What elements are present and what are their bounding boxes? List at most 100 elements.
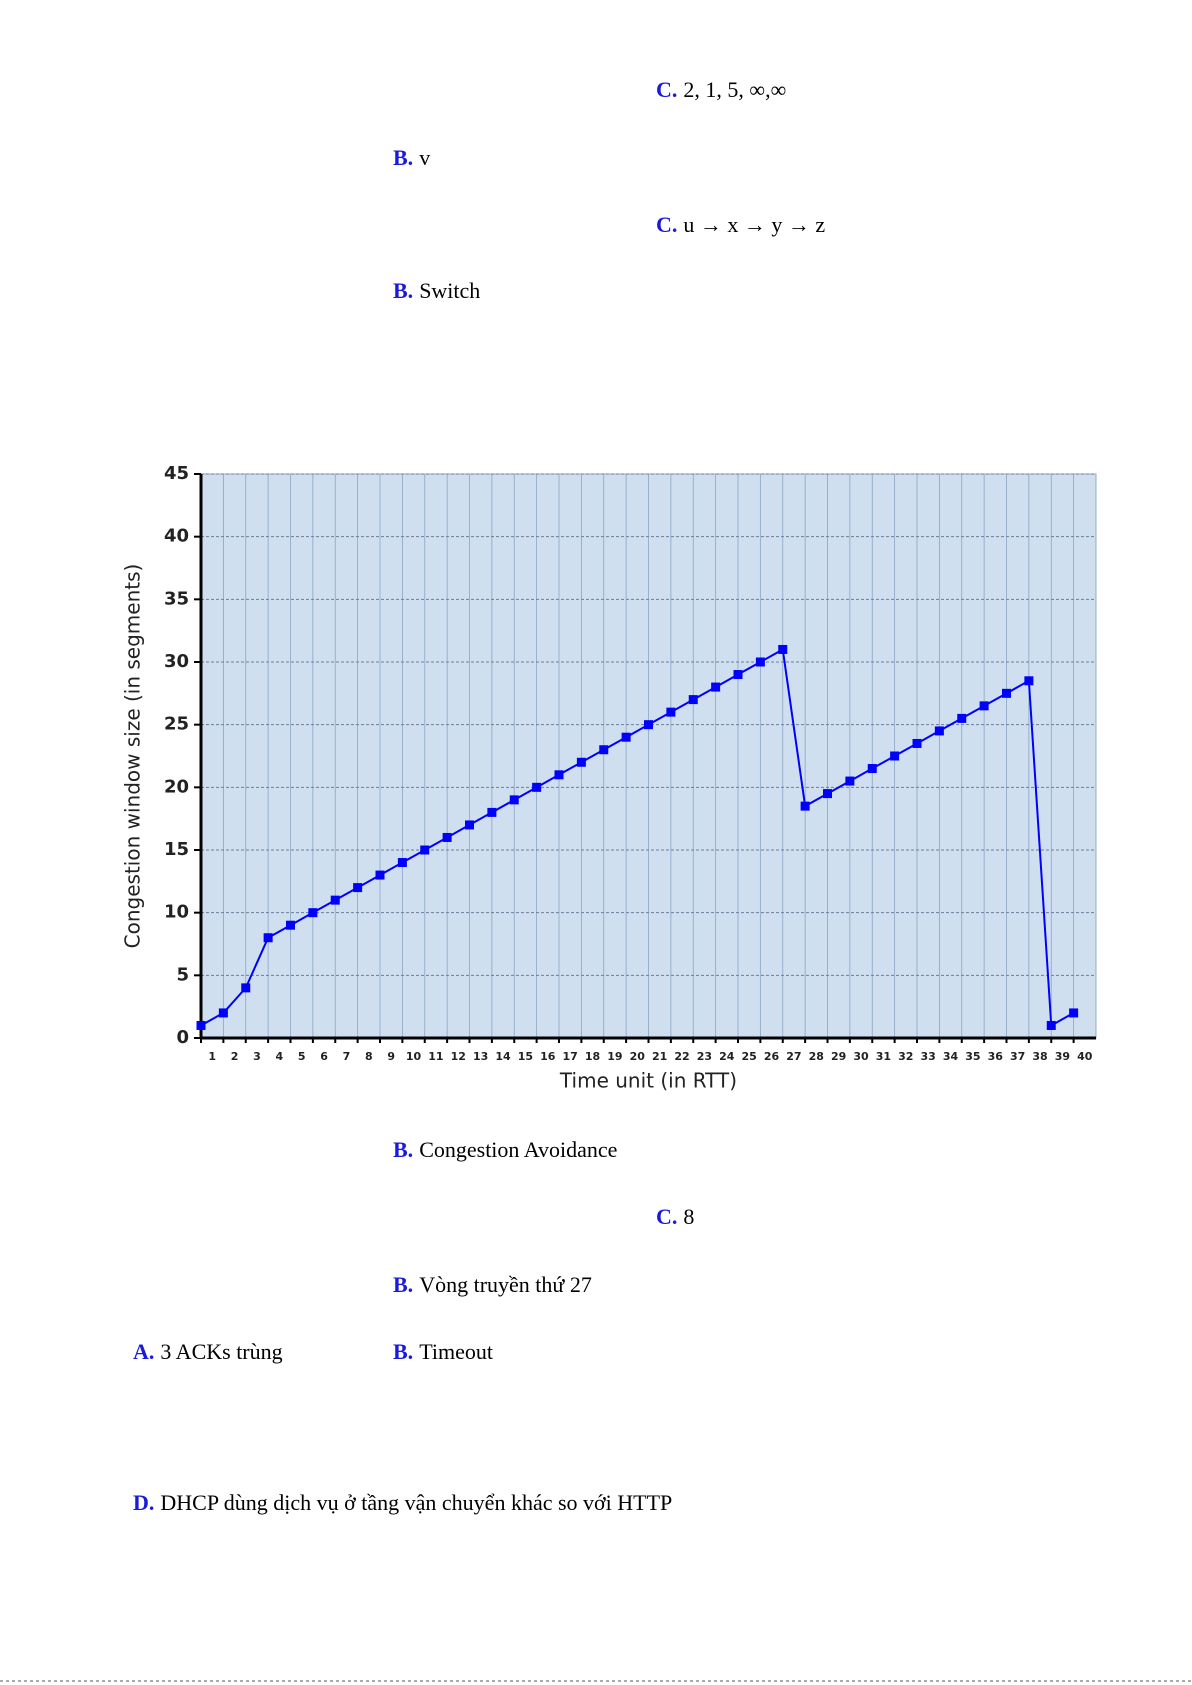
answer-option: D. DHCP dùng dịch vụ ở tầng vận chuyển kh… bbox=[133, 1490, 672, 1515]
data-point bbox=[263, 933, 273, 943]
x-tick-label: 32 bbox=[898, 1050, 913, 1063]
data-point bbox=[218, 1008, 228, 1018]
y-tick-label: 30 bbox=[164, 651, 189, 672]
y-tick-label: 40 bbox=[164, 526, 189, 547]
answer-option: B. Switch bbox=[393, 278, 480, 303]
x-tick-label: 26 bbox=[764, 1050, 780, 1063]
x-tick-label: 25 bbox=[742, 1050, 757, 1063]
data-point bbox=[532, 782, 542, 792]
x-tick-label: 24 bbox=[719, 1050, 735, 1063]
option-letter: B. bbox=[393, 1339, 413, 1364]
x-tick-label: 30 bbox=[853, 1050, 869, 1063]
x-tick-label: 13 bbox=[473, 1050, 488, 1063]
data-point bbox=[442, 832, 452, 842]
x-tick-label: 29 bbox=[831, 1050, 846, 1063]
x-tick-label: 15 bbox=[518, 1050, 533, 1063]
x-tick-label: 31 bbox=[876, 1050, 891, 1063]
option-letter: B. bbox=[393, 278, 413, 303]
x-tick-label: 16 bbox=[540, 1050, 556, 1063]
data-point bbox=[487, 807, 497, 817]
x-tick-label: 20 bbox=[630, 1050, 646, 1063]
option-letter: C. bbox=[656, 212, 677, 237]
option-letter: B. bbox=[393, 1137, 413, 1162]
option-text: Vòng truyền thứ 27 bbox=[419, 1272, 592, 1297]
data-point bbox=[912, 738, 922, 748]
x-tick-label: 17 bbox=[563, 1050, 578, 1063]
data-point bbox=[554, 770, 564, 780]
option-letter: A. bbox=[133, 1339, 154, 1364]
data-point bbox=[688, 695, 698, 705]
answer-option: C. u → x → y → z bbox=[656, 212, 825, 237]
data-point bbox=[375, 870, 385, 880]
option-letter: C. bbox=[656, 77, 677, 102]
x-tick-label: 33 bbox=[921, 1050, 936, 1063]
data-point bbox=[934, 726, 944, 736]
answer-option: B. Vòng truyền thứ 27 bbox=[393, 1272, 592, 1297]
data-point bbox=[666, 707, 676, 717]
data-point bbox=[755, 657, 765, 667]
x-tick-label: 4 bbox=[275, 1050, 283, 1063]
data-point bbox=[599, 745, 609, 755]
answer-option: C. 8 bbox=[656, 1204, 694, 1229]
option-letter: B. bbox=[393, 145, 413, 170]
x-tick-label: 12 bbox=[451, 1050, 466, 1063]
x-tick-label: 18 bbox=[585, 1050, 600, 1063]
data-point bbox=[890, 751, 900, 761]
data-point bbox=[867, 764, 877, 774]
option-letter: D. bbox=[133, 1490, 154, 1515]
data-point bbox=[576, 757, 586, 767]
x-tick-label: 10 bbox=[406, 1050, 422, 1063]
y-tick-label: 0 bbox=[176, 1027, 189, 1048]
answer-option: B. v bbox=[393, 145, 430, 170]
data-point bbox=[397, 858, 407, 868]
option-text: 3 ACKs trùng bbox=[160, 1339, 282, 1364]
option-text: 8 bbox=[683, 1204, 694, 1229]
data-point bbox=[465, 820, 474, 830]
x-tick-label: 5 bbox=[298, 1050, 306, 1063]
x-tick-label: 22 bbox=[674, 1050, 689, 1063]
x-tick-label: 19 bbox=[607, 1050, 622, 1063]
y-tick-label: 35 bbox=[164, 588, 189, 609]
x-tick-label: 39 bbox=[1055, 1050, 1070, 1063]
data-point bbox=[241, 983, 251, 993]
x-tick-label: 35 bbox=[965, 1050, 980, 1063]
x-tick-label: 9 bbox=[387, 1050, 395, 1063]
y-tick-label: 5 bbox=[176, 964, 189, 985]
x-tick-label: 11 bbox=[428, 1050, 443, 1063]
data-point bbox=[308, 908, 318, 918]
x-tick-label: 27 bbox=[786, 1050, 801, 1063]
data-point bbox=[196, 1020, 206, 1030]
option-text: Switch bbox=[419, 278, 480, 303]
x-tick-label: 28 bbox=[809, 1050, 824, 1063]
x-tick-label: 40 bbox=[1077, 1050, 1093, 1063]
x-tick-label: 1 bbox=[208, 1050, 216, 1063]
data-point bbox=[711, 682, 721, 692]
x-tick-label: 6 bbox=[320, 1050, 328, 1063]
x-tick-label: 21 bbox=[652, 1050, 667, 1063]
x-tick-label: 3 bbox=[253, 1050, 261, 1063]
y-tick-label: 45 bbox=[164, 463, 189, 484]
x-tick-label: 7 bbox=[343, 1050, 351, 1063]
option-text: Congestion Avoidance bbox=[419, 1137, 617, 1162]
data-point bbox=[330, 895, 340, 905]
option-text: DHCP dùng dịch vụ ở tầng vận chuyển khác… bbox=[160, 1490, 672, 1515]
data-point bbox=[1069, 1008, 1079, 1018]
x-tick-label: 14 bbox=[495, 1050, 511, 1063]
data-point bbox=[845, 776, 855, 786]
option-letter: C. bbox=[656, 1204, 677, 1229]
series-line bbox=[200, 647, 1075, 1028]
data-point bbox=[957, 713, 967, 723]
answer-option: C. 2, 1, 5, ∞,∞ bbox=[656, 77, 786, 102]
data-point bbox=[979, 701, 989, 711]
data-point bbox=[509, 795, 519, 805]
answer-option: A. 3 ACKs trùng bbox=[133, 1339, 283, 1364]
answer-option: B. Timeout bbox=[393, 1339, 493, 1364]
data-point bbox=[621, 732, 631, 742]
option-text: 2, 1, 5, ∞,∞ bbox=[683, 77, 786, 102]
x-axis-label: Time unit (in RTT) bbox=[559, 1069, 737, 1093]
answer-option: B. Congestion Avoidance bbox=[393, 1137, 617, 1162]
data-point bbox=[733, 670, 743, 680]
x-tick-label: 37 bbox=[1010, 1050, 1025, 1063]
